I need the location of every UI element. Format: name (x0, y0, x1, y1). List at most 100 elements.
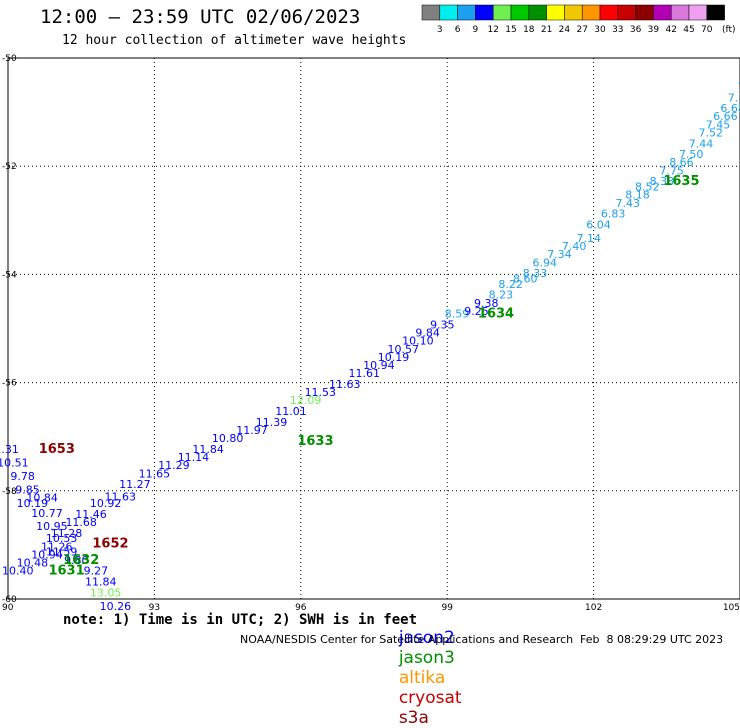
footer-source: NOAA/NESDIS Center for Satellite Applica… (240, 633, 574, 646)
colorbar-swatch (670, 4, 690, 21)
colorbar-tick-label: 30 (594, 25, 606, 35)
swh-label: 6.68 (720, 102, 740, 115)
swh-label: 11.68 (65, 516, 97, 529)
swh-label: 8.23 (489, 289, 514, 302)
colorbar-tick-label: 9 (473, 25, 479, 35)
colorbar-tick-label: 27 (576, 25, 587, 35)
x-tick-label: 105 (723, 603, 740, 610)
colorbar-tick-label: 70 (701, 25, 713, 35)
swh-label: 7.52 (698, 126, 723, 139)
pass-time-label: 1632 (63, 553, 99, 568)
colorbar-swatch (546, 4, 565, 21)
colorbar-swatch (457, 4, 476, 21)
colorbar-swatch (475, 4, 494, 21)
swh-label: 6.04 (586, 218, 611, 231)
y-tick-label: -50 (2, 54, 17, 64)
swh-label: 11.26 (41, 540, 73, 553)
x-tick-label: 99 (441, 603, 453, 610)
pass-time-label: 1653 (39, 442, 75, 457)
page-subtitle: 12 hour collection of altimeter wave hei… (62, 33, 407, 48)
swh-label: 10.48 (17, 557, 49, 570)
x-tick-label: 96 (295, 603, 307, 610)
swh-label: 13.05 (90, 586, 122, 599)
pass-time-label: 1652 (92, 537, 128, 552)
colorbar-swatch (421, 4, 441, 21)
swh-label: 7.43 (616, 197, 641, 210)
colorbar-swatch (492, 4, 512, 21)
swh-label: 9.38 (474, 297, 499, 310)
swh-label: 11.53 (305, 386, 337, 399)
colorbar-swatch (653, 4, 672, 21)
swh-label: 11.14 (178, 451, 210, 464)
swh-label: 9.27 (84, 565, 109, 578)
swh-label: 11.84 (85, 575, 117, 588)
swh-label: 11.61 (348, 367, 380, 380)
swh-label: 11.29 (158, 459, 190, 472)
swh-label: 10.94 (31, 548, 63, 561)
swh-label: 7.34 (547, 248, 572, 261)
swh-label: 8.38 (650, 175, 675, 188)
swh-label: 10.10 (402, 335, 434, 348)
colorbar-unit: (ft) (722, 25, 736, 35)
swh-label: 11.84 (192, 443, 224, 456)
swh-label: 11.28 (51, 527, 83, 540)
colorbar-tick-label: 18 (523, 25, 535, 35)
swh-label: 9.80 (64, 554, 89, 567)
colorbar-tick-label: 12 (487, 25, 498, 35)
page-title: 12:00 – 23:59 UTC 02/06/2023 (40, 6, 361, 28)
colorbar-tick-label: 39 (648, 25, 660, 35)
y-tick-label: -56 (2, 379, 17, 389)
legend-jason3: jason3 (398, 648, 455, 668)
swh-label: 6.94 (533, 256, 558, 269)
colorbar-swatch (688, 4, 708, 21)
swh-label: 11.46 (75, 508, 107, 521)
swh-label: 10.94 (363, 359, 395, 372)
swh-label: 7.45 (706, 118, 731, 131)
swh-label: 10.19 (17, 497, 49, 510)
legend-cryosat: cryosat (398, 688, 462, 708)
swh-label: 7.14 (728, 91, 740, 104)
x-tick-label: 90 (2, 603, 14, 610)
x-tick-label: 93 (149, 603, 160, 610)
colorbar-swatch (599, 4, 619, 21)
swh-label: 7.75 (659, 164, 684, 177)
swh-label: 11.59 (46, 546, 78, 559)
legend-jason2: jason2 (398, 628, 455, 648)
swh-label: 7.50 (679, 148, 704, 161)
swh-label: 10.95 (36, 520, 68, 533)
swh-label: 10.19 (378, 351, 410, 364)
swh-label: 9.25 (464, 305, 489, 318)
swh-label: 8.52 (635, 181, 660, 194)
colorbar-tick-label: 33 (612, 25, 623, 35)
swh-label: 8.22 (498, 278, 523, 291)
swh-label: 8.60 (513, 273, 538, 286)
swh-label: 11.97 (236, 424, 268, 437)
pass-time-label: 1634 (478, 307, 514, 322)
swh-label: 9.84 (415, 327, 440, 340)
swh-label: 8.66 (669, 156, 694, 169)
swh-label: 6.83 (601, 208, 626, 221)
swh-label: 10.40 (2, 565, 34, 578)
swh-label: 10.26 (100, 600, 132, 610)
pass-time-label: 1635 (663, 174, 699, 189)
swh-label: 11.63 (104, 491, 136, 504)
colorbar-swatch (564, 4, 583, 21)
swh-label: 12.09 (290, 394, 322, 407)
colorbar-tick-label: 24 (559, 25, 571, 35)
swh-label: 10.80 (212, 432, 244, 445)
altimeter-chart: 90 93 96 99 102 105-50-52-54-56-58-6010.8410.… (0, 4, 740, 610)
colorbar-swatch (528, 4, 547, 21)
note-text: note: 1) Time is in UTC; 2) SWH is in fe… (63, 612, 418, 628)
colorbar-tick-label: 45 (683, 25, 694, 35)
colorbar-tick-label: 36 (630, 25, 642, 35)
swh-label: 7.40 (562, 240, 587, 253)
y-tick-label: -52 (2, 162, 17, 172)
swh-label: 11.27 (119, 478, 151, 491)
y-tick-label: -54 (2, 270, 17, 280)
swh-label: 11.65 (139, 467, 171, 480)
swh-label: 9.35 (430, 319, 455, 332)
swh-label: 10.92 (90, 497, 122, 510)
swh-label: 10.51 (0, 456, 29, 469)
swh-label: 9.85 (15, 484, 40, 497)
y-tick-label: -60 (2, 595, 17, 605)
